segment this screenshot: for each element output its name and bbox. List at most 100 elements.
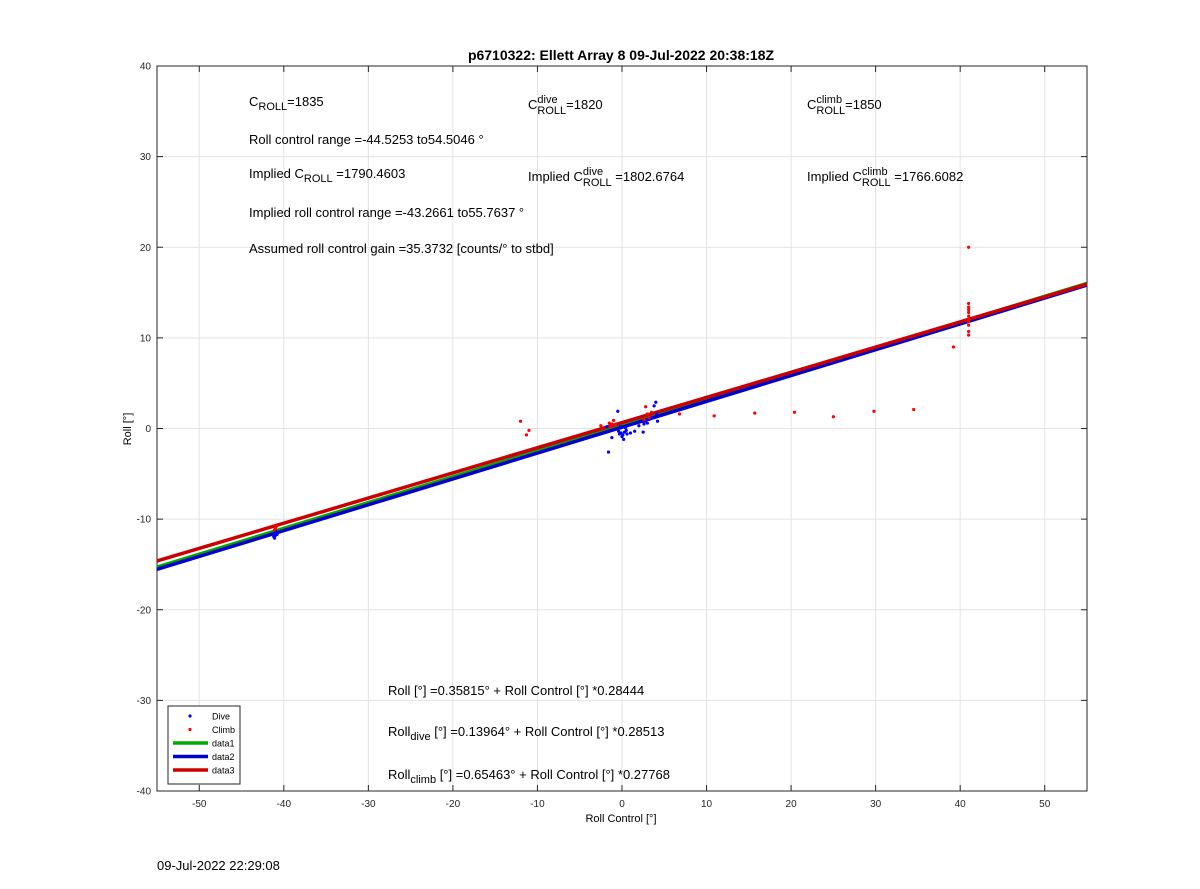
fit-line-data3	[156, 282, 1088, 563]
fit-lines	[156, 281, 1088, 572]
data-point-climb	[831, 415, 835, 419]
data-point-climb	[524, 433, 529, 437]
data-point-dive	[645, 421, 649, 425]
legend-label-data3: data3	[212, 766, 235, 776]
data-point-climb	[967, 305, 971, 309]
data-points	[272, 245, 971, 540]
data-point-climb	[677, 412, 682, 416]
data-point-dive	[628, 431, 633, 435]
data-point-climb	[607, 421, 611, 425]
data-point-dive	[606, 450, 611, 454]
x-axis-label: Roll Control [°]	[585, 813, 656, 825]
data-point-climb	[967, 329, 971, 334]
data-point-climb	[644, 405, 648, 409]
y-tick-label: 10	[140, 333, 152, 344]
data-point-dive	[642, 422, 646, 426]
x-tick-label: -50	[192, 799, 207, 810]
annotation-fit-dive: Rolldive [°] =0.13964° + Roll Control [°…	[388, 724, 665, 743]
legend: Dive Climb data1 data2 data3	[167, 705, 241, 785]
legend-label-climb: Climb	[212, 725, 235, 735]
data-point-dive	[272, 536, 277, 540]
y-axis-label: Roll [°]	[122, 413, 134, 446]
data-point-climb	[274, 524, 278, 528]
y-tick-label: -20	[137, 605, 152, 616]
data-point-climb	[967, 319, 971, 324]
data-point-climb	[967, 310, 971, 315]
axis-ticks: -50 -40 -30 -20 -10 0 10 20 30 40 50 -40 -30 -20 -10 0 1…	[137, 62, 1087, 810]
x-tick-label: 10	[701, 799, 713, 810]
chart-title: p6710322: Ellett Array 8 09-Jul-2022 20:…	[468, 47, 775, 63]
data-point-climb	[792, 410, 797, 414]
data-point-dive	[633, 429, 637, 433]
data-point-climb	[967, 301, 971, 306]
data-point-climb	[518, 419, 523, 423]
data-point-climb	[967, 314, 971, 318]
data-point-climb	[872, 409, 876, 413]
annotation-roll-range: Roll control range =-44.5253 to54.5046 °	[249, 132, 484, 147]
x-tick-label: 30	[870, 799, 882, 810]
x-tick-label: 20	[786, 799, 798, 810]
legend-label-dive: Dive	[212, 712, 230, 722]
annotation-implied-croll: Implied CROLL =1790.4603	[249, 166, 406, 185]
y-tick-label: -10	[137, 515, 152, 526]
legend-label-data1: data1	[212, 739, 235, 749]
data-point-dive	[605, 425, 609, 429]
data-point-climb	[967, 333, 971, 337]
data-point-dive	[621, 433, 625, 437]
x-tick-label: -30	[361, 799, 376, 810]
y-tick-label: 20	[140, 243, 152, 254]
annotation-fit-all: Roll [°] =0.35815° + Roll Control [°] *0…	[388, 683, 645, 698]
data-point-dive	[655, 419, 660, 423]
data-point-climb	[611, 418, 616, 422]
data-point-climb	[951, 345, 956, 349]
data-point-climb	[967, 323, 971, 327]
data-point-dive	[618, 425, 622, 429]
y-tick-label: -40	[137, 787, 152, 798]
data-point-dive	[624, 428, 628, 432]
x-tick-label: -10	[530, 799, 545, 810]
annotation-croll: CROLL=1835	[249, 94, 324, 113]
data-point-climb	[610, 422, 614, 426]
y-tick-label: 40	[140, 62, 152, 73]
data-point-climb	[967, 245, 971, 249]
data-point-dive	[654, 400, 658, 404]
data-point-dive	[617, 429, 621, 433]
x-tick-label: -20	[446, 799, 461, 810]
x-tick-label: -40	[277, 799, 292, 810]
data-point-climb	[912, 407, 916, 412]
data-point-climb	[967, 308, 971, 312]
data-point-climb	[272, 528, 277, 532]
data-point-climb	[647, 416, 651, 420]
data-point-climb	[645, 412, 649, 416]
x-tick-label: 50	[1039, 799, 1051, 810]
x-tick-label: 0	[619, 799, 625, 810]
data-point-climb	[712, 414, 716, 418]
data-point-climb	[642, 417, 646, 422]
data-point-dive	[649, 416, 654, 420]
annotation-gain: Assumed roll control gain =35.3732 [coun…	[249, 241, 554, 256]
data-point-dive	[275, 532, 279, 537]
data-point-dive	[652, 404, 656, 408]
data-point-climb	[609, 425, 613, 429]
fit-line-data2	[156, 283, 1088, 572]
footer-timestamp: 09-Jul-2022 22:29:08	[157, 858, 280, 873]
annotation-implied-range: Implied roll control range =-43.2661 to5…	[249, 205, 525, 220]
y-tick-label: 30	[140, 152, 152, 163]
data-point-dive	[616, 409, 620, 413]
data-point-dive	[641, 430, 645, 434]
y-tick-label: -30	[137, 696, 152, 707]
data-point-climb	[527, 428, 531, 432]
data-point-climb	[753, 411, 757, 415]
y-tick-label: 0	[145, 424, 151, 435]
data-point-dive	[623, 425, 627, 430]
data-point-dive	[637, 424, 641, 428]
data-point-dive	[655, 412, 659, 416]
legend-marker-dive	[188, 714, 192, 718]
data-point-dive	[622, 437, 626, 441]
legend-label-data2: data2	[212, 752, 235, 762]
